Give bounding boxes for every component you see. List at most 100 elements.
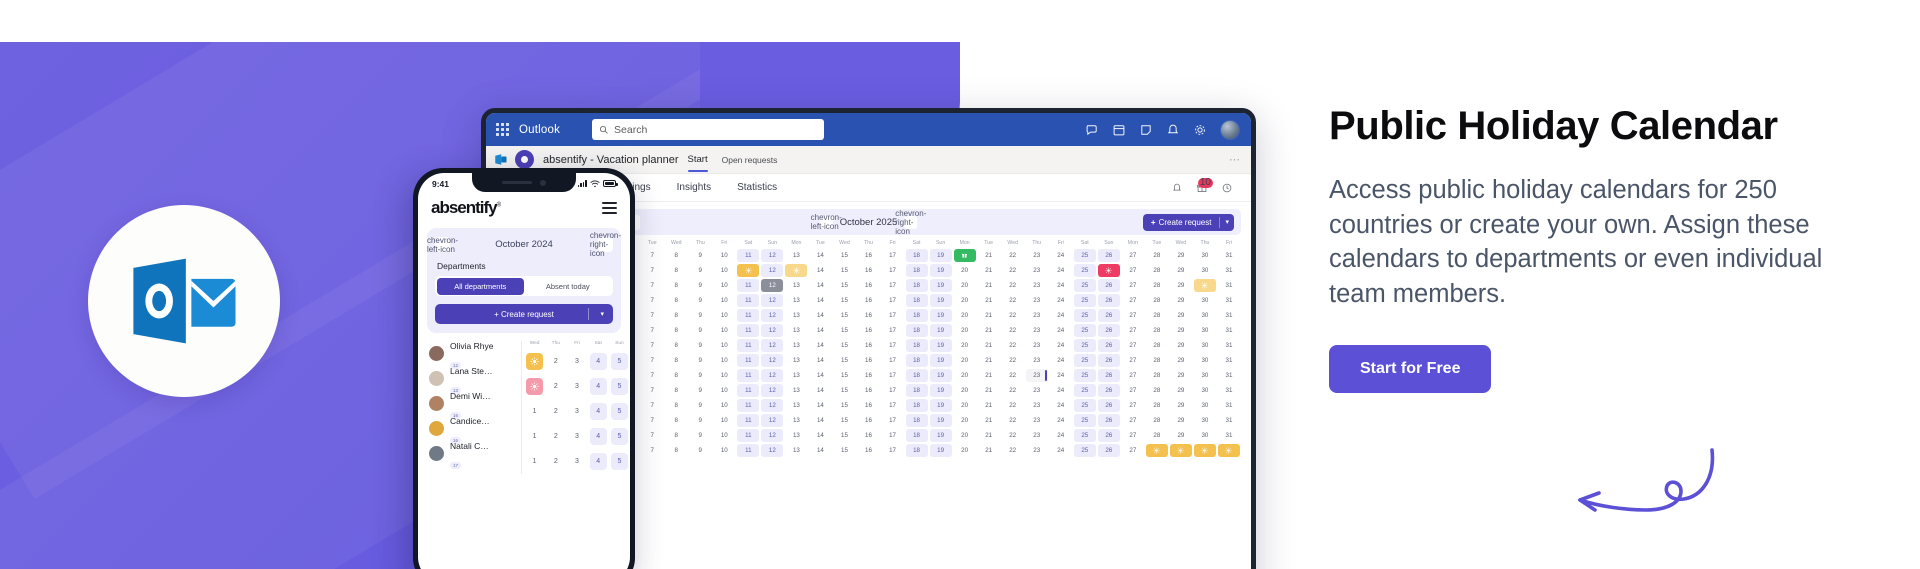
toggle-all-departments[interactable]: All departments — [436, 277, 524, 295]
calendar-icon[interactable] — [1112, 123, 1126, 137]
calendar-cell[interactable] — [1169, 444, 1192, 457]
calendar-cell[interactable]: 21 — [985, 387, 993, 394]
calendar-cell[interactable]: 24 — [1057, 327, 1065, 334]
calendar-cell[interactable]: 31 — [1225, 327, 1233, 334]
calendar-cell[interactable]: 14 — [816, 282, 824, 289]
calendar-cell[interactable]: 15 — [841, 402, 848, 409]
calendar-cell[interactable]: 25 — [1073, 324, 1096, 337]
calendar-cell[interactable]: 14 — [816, 252, 824, 259]
calendar-cell[interactable]: 11 — [737, 429, 760, 442]
calendar-cell[interactable]: 31 — [1225, 372, 1233, 379]
calendar-cell[interactable]: 19 — [929, 369, 952, 382]
calendar-cell[interactable]: 21 — [985, 312, 993, 319]
calendar-cell[interactable]: 28 — [1153, 417, 1161, 424]
calendar-cell[interactable]: 24 — [1057, 357, 1065, 364]
calendar-cell[interactable]: 25 — [1073, 414, 1096, 427]
calendar-cell[interactable]: 30 — [1201, 432, 1209, 439]
calendar-cell[interactable]: 20 — [961, 357, 969, 364]
calendar-cell[interactable]: 15 — [841, 432, 848, 439]
calendar-cell[interactable]: 14 — [816, 357, 824, 364]
list-item[interactable]: Candice… 16 — [429, 416, 521, 444]
calendar-cell[interactable]: 14 — [816, 447, 824, 454]
calendar-cell[interactable]: 28 — [1153, 282, 1161, 289]
next-month-button[interactable]: chevron-right-icon — [895, 208, 927, 236]
calendar-cell[interactable]: 13 — [792, 432, 800, 439]
calendar-cell[interactable]: 17 — [889, 357, 896, 364]
calendar-cell[interactable]: 8 — [674, 312, 678, 319]
calendar-cell[interactable]: 28 — [1153, 267, 1161, 274]
calendar-cell[interactable] — [785, 264, 808, 277]
calendar-cell[interactable]: 31 — [1225, 267, 1233, 274]
calendar-cell[interactable]: 8 — [674, 297, 678, 304]
calendar-cell[interactable]: 26 — [1097, 339, 1120, 352]
calendar-cell[interactable]: 22 — [1009, 357, 1017, 364]
calendar-cell[interactable]: 31 — [1225, 417, 1233, 424]
calendar-cell[interactable]: 31 — [1225, 432, 1233, 439]
calendar-cell[interactable]: 25 — [1073, 339, 1096, 352]
calendar-cell[interactable]: 28 — [1153, 432, 1161, 439]
calendar-cell[interactable]: 28 — [1153, 357, 1161, 364]
calendar-cell[interactable]: 24 — [1057, 252, 1065, 259]
calendar-cell[interactable]: 14 — [816, 417, 824, 424]
calendar-cell[interactable]: 20 — [961, 402, 969, 409]
calendar-cell[interactable]: 10 — [720, 282, 728, 289]
calendar-cell[interactable]: 21 — [985, 432, 993, 439]
calendar-cell[interactable]: 23 — [1033, 417, 1041, 424]
calendar-cell[interactable]: 23 — [1033, 252, 1041, 259]
search-input[interactable]: Search — [592, 119, 825, 140]
calendar-cell[interactable]: 26 — [1097, 249, 1120, 262]
calendar-cell[interactable]: 18 — [905, 324, 928, 337]
phone-day-cell[interactable]: 3 — [575, 458, 579, 465]
phone-day-cell[interactable]: 3 — [575, 358, 579, 365]
phone-day-cell[interactable]: 5 — [610, 378, 628, 395]
phone-create-caret[interactable]: ▾ — [600, 311, 604, 318]
calendar-cell[interactable]: 29 — [1177, 417, 1185, 424]
calendar-cell[interactable]: 27 — [1129, 282, 1137, 289]
calendar-cell[interactable]: 19 — [929, 384, 952, 397]
calendar-cell[interactable]: 20 — [961, 432, 969, 439]
calendar-cell[interactable]: 12 — [761, 309, 784, 322]
calendar-cell[interactable]: 16 — [865, 252, 872, 259]
calendar-cell[interactable]: 13 — [792, 327, 800, 334]
calendar-cell[interactable]: 11 — [737, 324, 760, 337]
next-month-button[interactable]: chevron-right-icon — [589, 231, 622, 258]
calendar-cell[interactable]: 30 — [1201, 357, 1209, 364]
calendar-cell[interactable]: 20 — [961, 447, 969, 454]
calendar-cell[interactable]: 30 — [1201, 327, 1209, 334]
calendar-cell[interactable]: 7 — [650, 417, 654, 424]
calendar-cell[interactable] — [1193, 279, 1216, 292]
tab-open-requests[interactable]: Open requests — [721, 154, 778, 165]
calendar-cell[interactable]: 7 — [650, 372, 654, 379]
calendar-cell[interactable]: 26 — [1097, 324, 1120, 337]
calendar-cell[interactable]: 27 — [1129, 267, 1137, 274]
calendar-cell[interactable]: 8 — [674, 282, 678, 289]
calendar-cell[interactable]: 16 — [865, 402, 872, 409]
phone-day-cell[interactable]: 1 — [532, 433, 537, 440]
calendar-cell[interactable]: 10 — [720, 297, 728, 304]
calendar-cell[interactable]: 14 — [816, 297, 824, 304]
calendar-cell[interactable]: 14 — [816, 342, 824, 349]
hamburger-menu-icon[interactable] — [602, 202, 617, 214]
calendar-cell[interactable]: 9 — [698, 327, 702, 334]
calendar-cell[interactable]: 14 — [816, 387, 824, 394]
calendar-cell[interactable]: 25 — [1073, 429, 1096, 442]
calendar-cell[interactable]: 9 — [698, 402, 702, 409]
calendar-cell[interactable]: 10 — [720, 387, 728, 394]
calendar-cell[interactable]: 10 — [720, 327, 728, 334]
calendar-cell[interactable]: 13 — [792, 252, 800, 259]
calendar-cell[interactable]: 24 — [1057, 312, 1065, 319]
calendar-cell[interactable]: 18 — [905, 339, 928, 352]
calendar-cell[interactable]: 23 — [1033, 402, 1041, 409]
calendar-cell[interactable]: 21 — [985, 402, 993, 409]
calendar-cell[interactable]: 7 — [650, 327, 654, 334]
calendar-cell[interactable]: 29 — [1177, 387, 1185, 394]
calendar-cell[interactable]: 26 — [1097, 384, 1120, 397]
calendar-cell[interactable]: 11 — [737, 414, 760, 427]
calendar-cell[interactable] — [1097, 264, 1120, 277]
calendar-cell[interactable]: 13 — [792, 372, 800, 379]
calendar-cell[interactable]: 27 — [1129, 447, 1137, 454]
calendar-cell[interactable]: 21 — [985, 342, 993, 349]
calendar-cell[interactable]: 18 — [905, 429, 928, 442]
calendar-cell[interactable]: 7 — [650, 282, 654, 289]
calendar-cell[interactable]: 15 — [841, 312, 848, 319]
